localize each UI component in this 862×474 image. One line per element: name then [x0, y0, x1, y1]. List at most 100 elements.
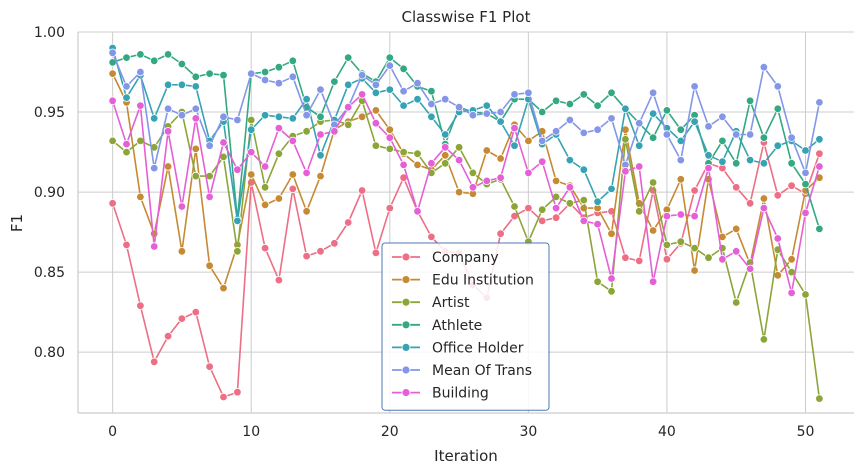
- data-point: [136, 67, 145, 77]
- data-point: [191, 72, 200, 81]
- legend-item: Mean Of Trans: [392, 363, 532, 379]
- data-point: [565, 155, 575, 165]
- data-point: [288, 170, 297, 179]
- legend-label: Building: [432, 386, 489, 402]
- data-point: [482, 176, 491, 186]
- data-point: [579, 165, 588, 174]
- data-point: [676, 237, 685, 246]
- data-point: [801, 146, 810, 155]
- data-point: [108, 199, 117, 208]
- data-point: [246, 147, 256, 157]
- data-point: [385, 125, 394, 134]
- data-point: [274, 78, 284, 88]
- data-point: [163, 80, 173, 89]
- data-point: [246, 170, 256, 179]
- data-point: [773, 191, 782, 200]
- data-point: [551, 203, 561, 213]
- data-point: [745, 155, 755, 165]
- data-point: [191, 307, 200, 317]
- data-point: [621, 167, 630, 176]
- data-point: [801, 290, 810, 299]
- series-line: [111, 93, 821, 294]
- data-point: [219, 138, 228, 147]
- legend-item: Edu Institution: [392, 273, 534, 289]
- data-point: [454, 187, 464, 197]
- data-point: [371, 141, 381, 150]
- x-axis-label: Iteration: [434, 447, 498, 465]
- data-point: [482, 146, 491, 155]
- data-point: [732, 183, 741, 192]
- data-point: [233, 388, 242, 397]
- data-point: [149, 357, 159, 366]
- data-point: [690, 186, 699, 195]
- data-point: [662, 255, 672, 264]
- data-point: [302, 207, 311, 216]
- data-point: [191, 104, 200, 113]
- grid-lines: [78, 31, 854, 413]
- data-point: [759, 203, 769, 213]
- data-point: [136, 301, 145, 310]
- data-point: [288, 136, 297, 146]
- data-point: [441, 143, 450, 152]
- data-point: [288, 114, 297, 123]
- data-point: [413, 149, 422, 158]
- data-point: [676, 125, 685, 134]
- data-point: [205, 192, 214, 202]
- legend-label: Mean Of Trans: [432, 363, 532, 379]
- data-point: [745, 199, 755, 208]
- data-point: [593, 197, 602, 206]
- data-point: [399, 160, 408, 170]
- data-point: [801, 179, 810, 189]
- data-point: [136, 192, 145, 202]
- series-athlete: [108, 50, 824, 234]
- data-point: [246, 115, 256, 125]
- legend: Company Edu Institution Artist Athlete Offic…: [381, 242, 550, 411]
- data-point: [219, 70, 228, 80]
- data-point: [524, 88, 533, 97]
- legend-item: Office Holder: [392, 340, 524, 356]
- data-point: [260, 67, 270, 77]
- y-tick-label: 0.85: [34, 265, 65, 281]
- series-office-holder: [108, 43, 824, 226]
- legend-label: Athlete: [432, 318, 482, 334]
- legend-item: Athlete: [392, 318, 482, 334]
- data-point: [316, 112, 325, 121]
- data-point: [233, 247, 242, 256]
- data-point: [787, 255, 796, 264]
- data-point: [676, 210, 685, 219]
- data-point: [815, 162, 824, 171]
- data-point: [219, 283, 228, 293]
- data-point: [149, 56, 159, 65]
- data-point: [538, 205, 547, 214]
- data-point: [427, 112, 436, 121]
- data-point: [330, 77, 339, 86]
- data-point: [551, 213, 561, 222]
- data-point: [607, 229, 616, 238]
- data-point: [565, 99, 575, 109]
- data-point: [648, 226, 658, 235]
- data-point: [316, 151, 325, 160]
- data-point: [122, 139, 131, 149]
- data-point: [579, 128, 588, 138]
- y-tick-label: 1.00: [34, 25, 65, 41]
- data-point: [205, 362, 214, 371]
- data-point: [427, 99, 436, 109]
- data-point: [482, 101, 491, 110]
- data-point: [246, 125, 256, 134]
- data-point: [260, 243, 270, 253]
- data-point: [787, 288, 796, 298]
- data-point: [357, 186, 367, 195]
- data-point: [191, 82, 200, 91]
- x-tick-label: 30: [519, 424, 537, 440]
- data-point: [274, 62, 284, 72]
- legend-label: Office Holder: [432, 340, 524, 356]
- data-point: [551, 96, 561, 105]
- data-point: [759, 335, 769, 344]
- legend-marker: [401, 320, 411, 330]
- data-point: [718, 157, 727, 166]
- data-point: [593, 101, 602, 110]
- data-point: [399, 86, 408, 96]
- data-point: [191, 144, 200, 154]
- data-point: [344, 80, 353, 89]
